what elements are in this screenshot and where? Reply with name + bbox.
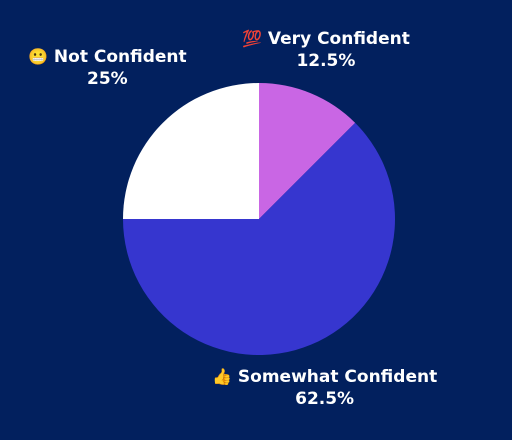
slice-label-very-confident: 💯 Very Confident 12.5% bbox=[242, 28, 410, 72]
slice-name: Very Confident bbox=[267, 29, 410, 49]
slice-label-not-confident: 😬 Not Confident 25% bbox=[28, 46, 187, 90]
slice-value: 25% bbox=[86, 69, 128, 89]
pie-slice-not-confident bbox=[123, 83, 259, 219]
slice-label-somewhat-confident: 👍 Somewhat Confident 62.5% bbox=[212, 366, 437, 410]
pie-slice-very-confident bbox=[259, 83, 356, 219]
slice-name: Somewhat Confident bbox=[237, 367, 438, 387]
slice-name: Not Confident bbox=[53, 47, 187, 67]
grimacing-face-icon: 😬 bbox=[28, 47, 48, 66]
thumbs-up-icon: 👍 bbox=[212, 367, 232, 386]
slice-value: 62.5% bbox=[295, 389, 355, 409]
pie-slice-somewhat-confident bbox=[123, 122, 395, 355]
slice-value: 12.5% bbox=[296, 51, 356, 71]
hundred-points-icon: 💯 bbox=[242, 29, 262, 48]
